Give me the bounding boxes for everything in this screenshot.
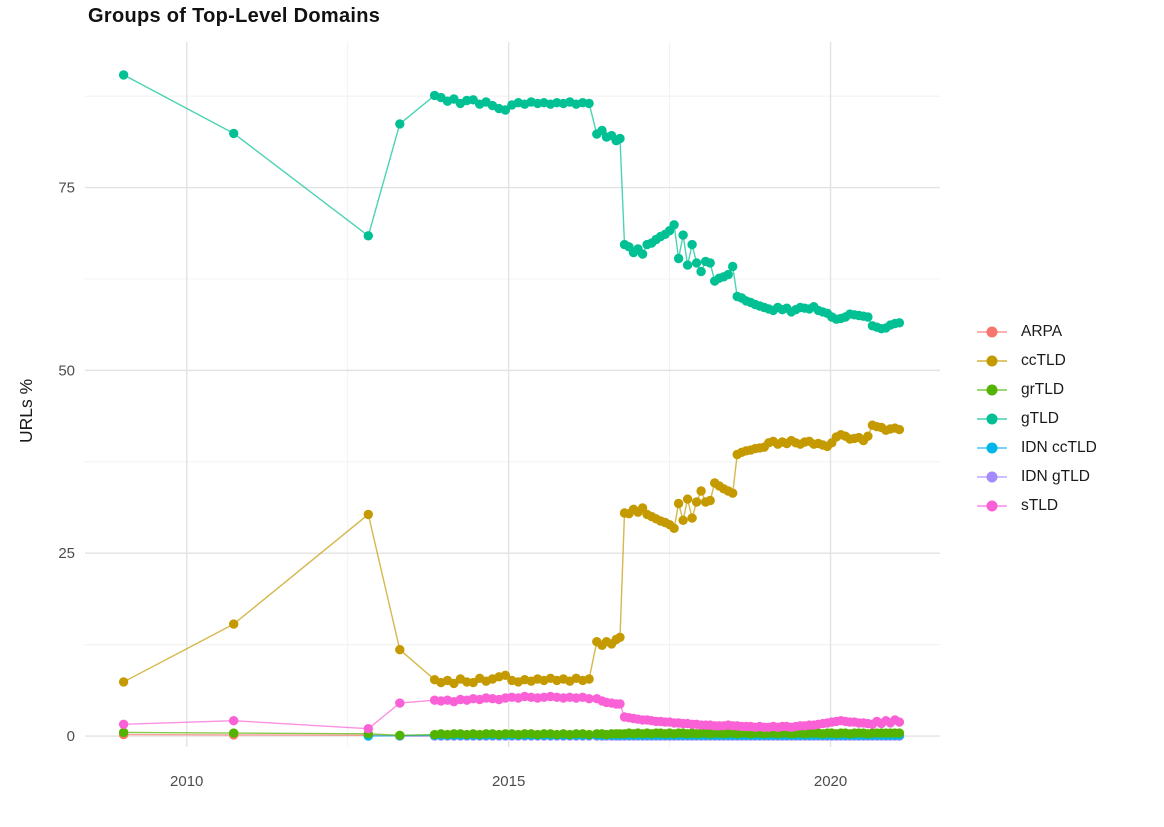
data-point <box>894 424 905 435</box>
legend-key-icon <box>977 442 1007 453</box>
data-point <box>395 119 405 129</box>
data-point <box>723 269 733 280</box>
data-point <box>363 509 373 520</box>
legend-label: sTLD <box>1021 496 1059 514</box>
data-point <box>500 670 511 680</box>
data-point <box>520 729 530 739</box>
data-point <box>894 318 905 328</box>
data-point <box>615 632 625 642</box>
data-point <box>682 494 693 504</box>
y-tick-label: 75 <box>58 180 75 197</box>
data-point <box>894 728 905 738</box>
data-point <box>229 619 239 629</box>
data-point <box>669 220 679 230</box>
legend-key-icon <box>977 471 1007 482</box>
data-point <box>539 729 549 739</box>
y-tick-label: 50 <box>58 362 75 379</box>
legend-item-cctld: ccTLD <box>975 349 1097 372</box>
data-point <box>584 674 594 684</box>
series-cctld <box>118 420 905 689</box>
data-point <box>118 719 129 729</box>
data-point <box>118 70 129 80</box>
series-line <box>123 74 900 330</box>
data-point <box>687 239 697 250</box>
data-point <box>728 261 738 272</box>
x-tick-label: 2015 <box>492 773 525 790</box>
legend-label: grTLD <box>1021 380 1065 398</box>
legend-label: ARPA <box>1021 322 1063 340</box>
data-point <box>682 260 693 270</box>
data-point <box>696 266 706 277</box>
data-point <box>395 730 405 740</box>
legend-label: IDN ccTLD <box>1021 438 1097 456</box>
data-point <box>894 717 905 727</box>
x-tick-label: 2010 <box>170 773 203 790</box>
data-point <box>687 513 697 523</box>
data-point <box>500 729 511 739</box>
data-point <box>395 645 405 655</box>
data-point <box>728 488 738 498</box>
data-point <box>691 258 702 268</box>
data-point <box>863 431 873 441</box>
legend-key-icon <box>977 413 1007 424</box>
data-point <box>673 253 684 264</box>
series-grtld <box>118 727 905 740</box>
data-point <box>696 486 706 496</box>
legend-label: IDN gTLD <box>1021 467 1090 485</box>
legend-item-gtld: gTLD <box>975 407 1097 430</box>
x-tick-label: 2020 <box>814 773 847 790</box>
data-point <box>669 523 679 533</box>
chart-title: Groups of Top-Level Domains <box>88 5 381 27</box>
legend-item-grtld: grTLD <box>975 378 1097 401</box>
legend-item-idn-gtld: IDN gTLD <box>975 465 1097 488</box>
legend-key-icon <box>977 326 1007 337</box>
legend-key-icon <box>977 355 1007 366</box>
data-point <box>615 133 625 144</box>
data-point <box>363 231 373 241</box>
data-point <box>500 105 511 115</box>
data-point <box>395 698 405 708</box>
data-point <box>118 727 129 738</box>
data-point <box>229 128 239 139</box>
data-point <box>705 258 715 268</box>
legend-item-idn-cctld: IDN ccTLD <box>975 436 1097 459</box>
data-point <box>637 249 648 259</box>
data-point <box>705 495 715 506</box>
legend-label: ccTLD <box>1021 351 1066 369</box>
data-point <box>597 125 607 136</box>
series-gtld <box>118 70 905 334</box>
data-point <box>678 515 688 525</box>
data-point <box>584 98 594 109</box>
data-point <box>584 694 594 704</box>
legend-item-arpa: ARPA <box>975 320 1097 343</box>
series-stld <box>118 691 905 734</box>
legend-key-icon <box>977 500 1007 511</box>
data-point <box>584 729 594 740</box>
data-point <box>363 724 373 734</box>
data-point <box>229 728 239 738</box>
legend: ARPA ccTLD grTLD gTLD IDN ccTLD IDN gTLD sTLD <box>975 320 1097 517</box>
legend-label: gTLD <box>1021 409 1059 427</box>
legend-key-icon <box>977 384 1007 395</box>
data-point <box>863 312 873 322</box>
data-point <box>571 729 581 739</box>
data-point <box>449 729 459 739</box>
data-point <box>673 498 684 509</box>
data-point <box>678 230 688 240</box>
data-point <box>118 677 129 687</box>
legend-item-stld: sTLD <box>975 494 1097 517</box>
y-tick-label: 0 <box>67 728 75 745</box>
y-tick-label: 25 <box>58 545 75 562</box>
data-point <box>691 497 702 507</box>
data-point <box>229 716 239 726</box>
data-point <box>615 699 625 709</box>
